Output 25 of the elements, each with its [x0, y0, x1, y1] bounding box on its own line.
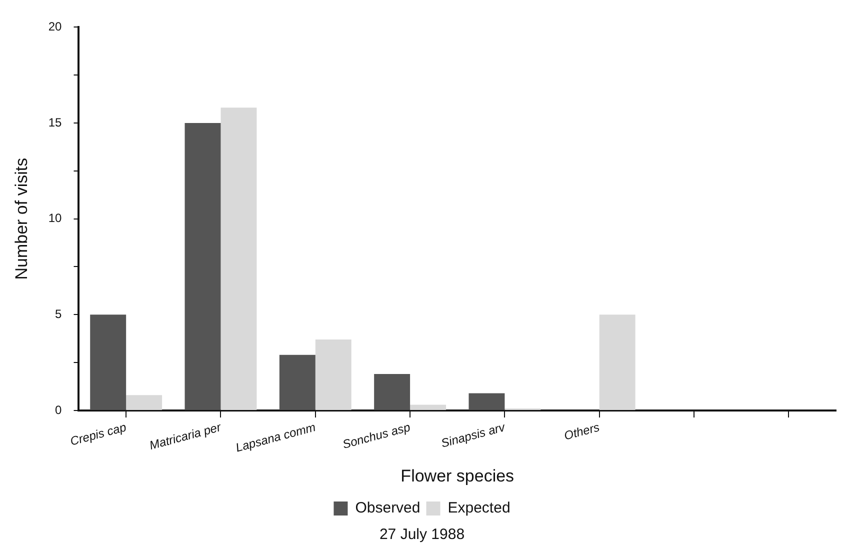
bar — [599, 314, 636, 410]
bar — [184, 123, 221, 410]
bar — [410, 404, 446, 410]
x-tick-label: Others — [562, 420, 601, 443]
y-tick-label: 5 — [55, 306, 62, 321]
x-tick-label: Crepis cap — [68, 420, 128, 448]
bar — [374, 374, 410, 410]
bar — [90, 314, 126, 410]
y-tick-label: 15 — [48, 115, 62, 130]
bar — [220, 108, 257, 410]
x-tick-label: Sinapsis arv — [440, 420, 508, 450]
y-tick-label: 10 — [48, 211, 62, 226]
x-axis-title: Flower species — [400, 466, 514, 486]
x-tick-label: Lapsana comm — [234, 420, 318, 455]
bar — [279, 354, 316, 410]
y-axis-title: Number of visits — [12, 158, 31, 280]
legend-label: Observed — [355, 500, 420, 517]
bar — [315, 340, 352, 410]
y-tick-label: 20 — [48, 20, 62, 34]
legend-label: Expected — [448, 500, 510, 517]
text: 27 July 1988 — [379, 526, 465, 544]
y-tick-label: 0 — [55, 402, 62, 417]
x-tick-label: Sonchus asp — [341, 420, 412, 452]
bar — [126, 395, 162, 410]
bar — [468, 393, 505, 410]
